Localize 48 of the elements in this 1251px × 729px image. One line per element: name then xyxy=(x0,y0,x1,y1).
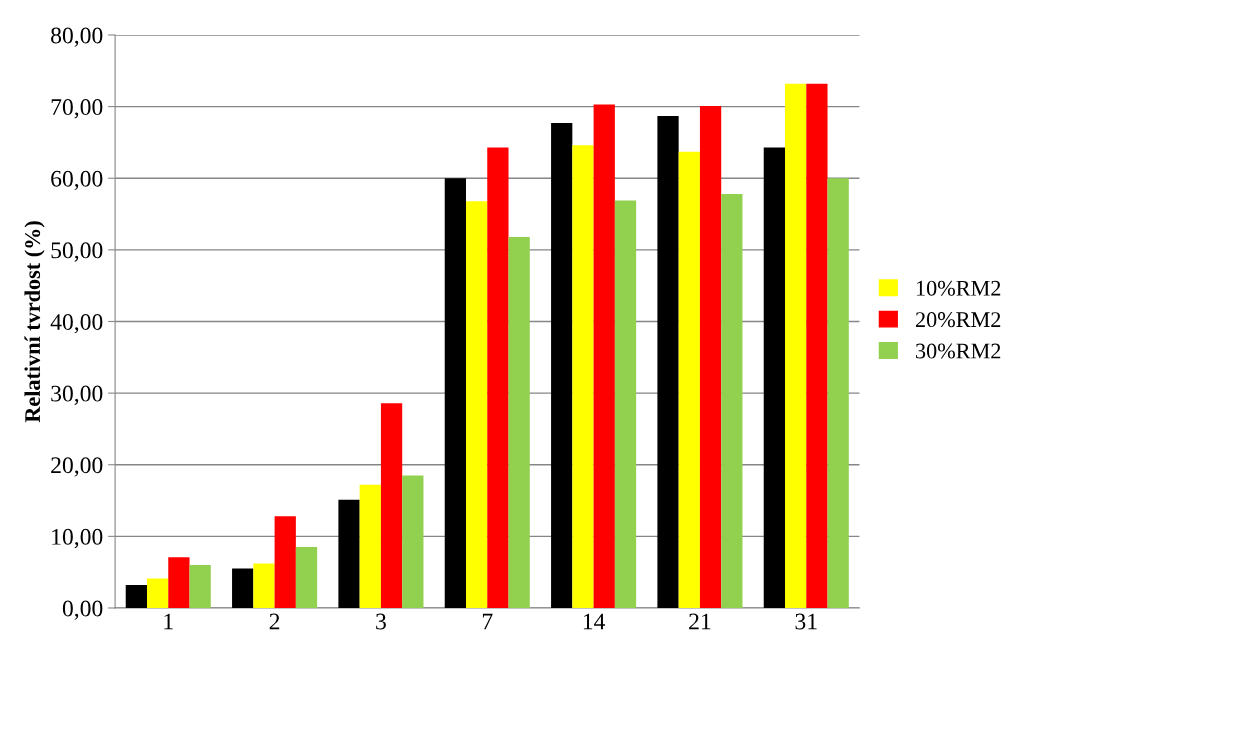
bar xyxy=(168,557,190,608)
y-tick-label: 0,00 xyxy=(62,600,103,620)
y-axis-title: Relativní tvrdost (%) xyxy=(24,221,45,423)
y-tick-label: 30,00 xyxy=(51,385,103,405)
x-tick-label: 14 xyxy=(583,613,606,630)
bar xyxy=(551,123,573,608)
bar xyxy=(487,147,509,608)
bar xyxy=(721,194,743,608)
y-tick-label: 50,00 xyxy=(51,242,103,262)
bar xyxy=(444,178,466,608)
bar xyxy=(593,104,615,608)
bar xyxy=(253,563,275,608)
y-tick-label: 10,00 xyxy=(52,528,103,549)
bar xyxy=(380,403,403,608)
bar xyxy=(295,547,318,608)
y-tick-label: 80,00 xyxy=(51,27,103,47)
x-tick-label: 21 xyxy=(689,613,711,630)
bar xyxy=(678,151,700,608)
bar xyxy=(125,585,147,608)
bar xyxy=(146,578,169,608)
x-tick-label: 2 xyxy=(269,613,280,630)
bar xyxy=(466,201,488,608)
bar xyxy=(699,105,722,608)
legend-label: 10%RM2 xyxy=(916,280,1001,296)
y-tick-label: 60,00 xyxy=(51,170,103,191)
legend-label: 30%RM2 xyxy=(916,343,1001,359)
y-tick-label: 70,00 xyxy=(51,99,103,119)
x-tick-label: 31 xyxy=(795,613,817,630)
bar xyxy=(827,178,849,608)
bar xyxy=(508,236,530,608)
bar xyxy=(232,568,254,608)
bar xyxy=(763,147,785,608)
y-tick-label: 20,00 xyxy=(51,457,103,477)
y-tick-label: 40,00 xyxy=(50,313,103,334)
bar xyxy=(572,145,594,608)
bar xyxy=(402,475,424,608)
bar xyxy=(614,200,637,608)
bar xyxy=(785,83,807,608)
bar xyxy=(359,484,381,608)
x-tick-label: 1 xyxy=(164,613,173,630)
bar xyxy=(274,516,296,608)
bar xyxy=(806,83,828,608)
legend-label: 20%RM2 xyxy=(915,312,1001,328)
bar xyxy=(189,565,211,608)
x-tick-label: 3 xyxy=(376,613,386,630)
x-tick-label: 7 xyxy=(482,613,493,630)
bar xyxy=(657,115,679,608)
bar xyxy=(338,499,360,608)
